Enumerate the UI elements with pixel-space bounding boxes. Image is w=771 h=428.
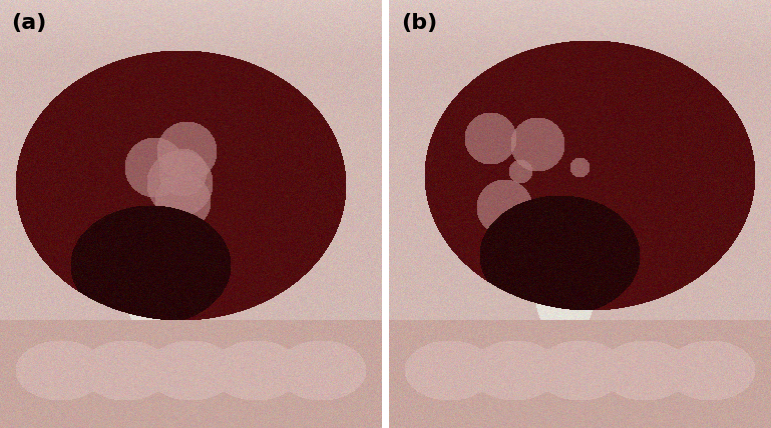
Text: (a): (a) xyxy=(12,13,47,33)
Text: (b): (b) xyxy=(401,13,437,33)
